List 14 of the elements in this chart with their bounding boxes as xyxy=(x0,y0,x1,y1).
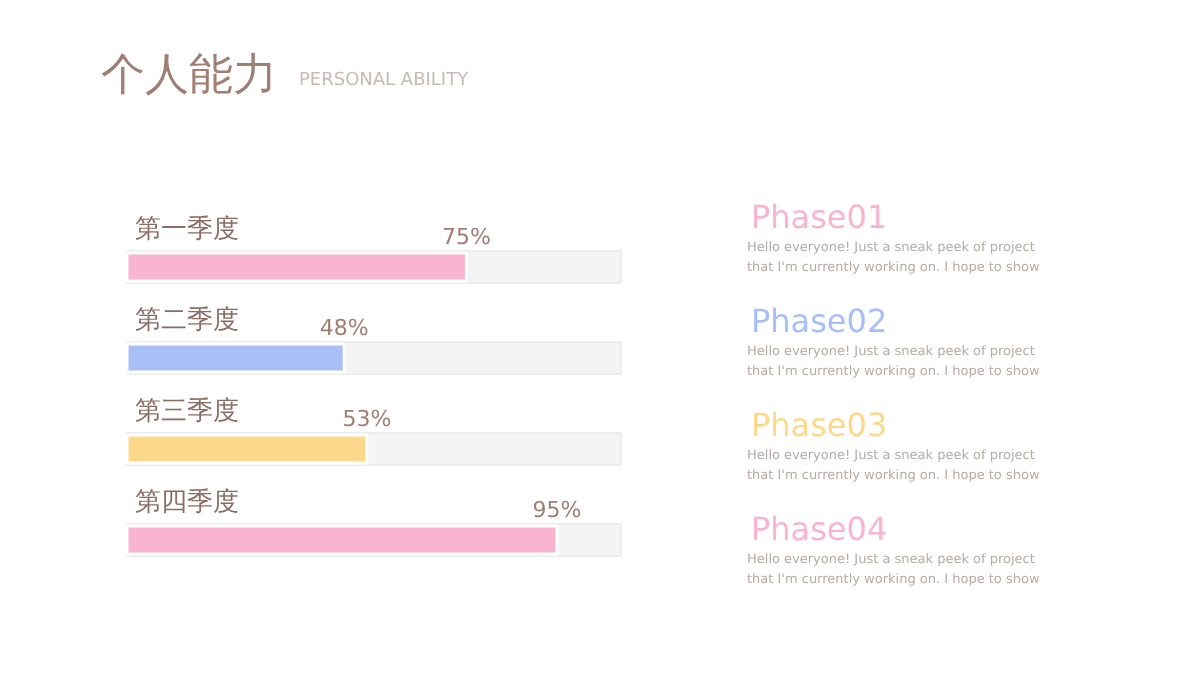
data-label: 75% xyxy=(442,224,491,250)
text: Phase01 xyxy=(751,198,888,236)
text: Phase03 xyxy=(751,406,888,444)
text: Phase04 xyxy=(751,510,888,548)
chart-title: 个人能力 xyxy=(101,51,277,101)
y-tick-label: 第三季度 xyxy=(135,395,239,427)
y-tick-label: 第一季度 xyxy=(135,213,239,245)
chart-subtitle: PERSONAL ABILITY xyxy=(299,71,470,91)
data-label: 53% xyxy=(342,406,392,432)
y-tick-label: 第二季度 xyxy=(135,304,239,336)
data-label: 95% xyxy=(532,497,582,523)
text: Phase02 xyxy=(751,302,888,340)
y-tick-label: 第四季度 xyxy=(135,486,239,518)
data-label: 48% xyxy=(319,315,369,341)
